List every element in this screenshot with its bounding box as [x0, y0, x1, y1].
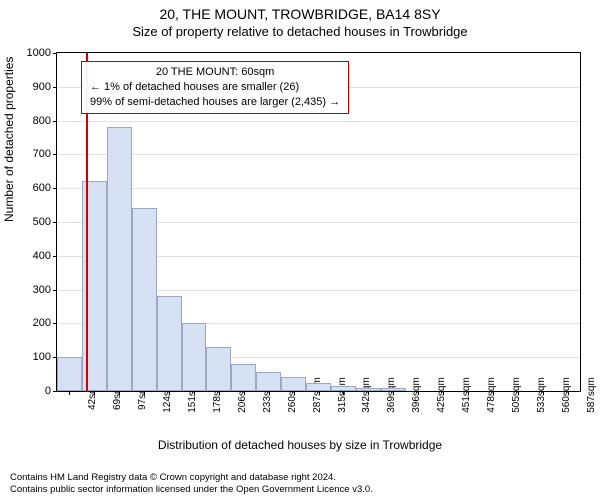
figure: 20, THE MOUNT, TROWBRIDGE, BA14 8SY Size…: [0, 0, 600, 500]
xtick-label: 587sqm: [568, 377, 597, 413]
ytick-mark: [53, 222, 57, 223]
ytick-label: 100: [33, 351, 51, 363]
disclaimer-line-1: Contains HM Land Registry data © Crown c…: [10, 472, 373, 484]
ytick-mark: [53, 53, 57, 54]
ytick-mark: [53, 290, 57, 291]
ytick-label: 700: [33, 148, 51, 160]
ytick-label: 1000: [27, 47, 51, 59]
disclaimer: Contains HM Land Registry data © Crown c…: [10, 472, 373, 496]
ytick-mark: [53, 87, 57, 88]
ytick-label: 300: [33, 284, 51, 296]
ytick-mark: [53, 256, 57, 257]
disclaimer-line-2: Contains public sector information licen…: [10, 484, 373, 496]
gridline-h: [57, 121, 580, 122]
gridline-h: [57, 188, 580, 189]
histogram-bar: [107, 127, 132, 391]
histogram-bar: [132, 208, 157, 391]
ytick-mark: [53, 323, 57, 324]
y-axis-label: Number of detached properties: [2, 57, 16, 222]
ytick-label: 500: [33, 216, 51, 228]
title-block: 20, THE MOUNT, TROWBRIDGE, BA14 8SY Size…: [0, 0, 600, 39]
ytick-label: 400: [33, 250, 51, 262]
ytick-mark: [53, 154, 57, 155]
ytick-mark: [53, 188, 57, 189]
annotation-line-1: 20 THE MOUNT: 60sqm: [90, 65, 340, 80]
x-axis-label: Distribution of detached houses by size …: [0, 438, 600, 452]
annotation-line-2: ← 1% of detached houses are smaller (26): [90, 80, 340, 95]
ytick-mark: [53, 391, 57, 392]
page-title: 20, THE MOUNT, TROWBRIDGE, BA14 8SY: [0, 6, 600, 22]
annotation-box: 20 THE MOUNT: 60sqm ← 1% of detached hou…: [81, 61, 349, 114]
chart-area: 0100200300400500600700800900100042sqm69s…: [56, 52, 581, 392]
gridline-h: [57, 154, 580, 155]
ytick-label: 800: [33, 115, 51, 127]
page-subtitle: Size of property relative to detached ho…: [0, 24, 600, 39]
ytick-mark: [53, 121, 57, 122]
ytick-label: 900: [33, 81, 51, 93]
ytick-label: 0: [45, 385, 51, 397]
annotation-line-3: 99% of semi-detached houses are larger (…: [90, 95, 340, 110]
ytick-label: 600: [33, 182, 51, 194]
ytick-label: 200: [33, 317, 51, 329]
